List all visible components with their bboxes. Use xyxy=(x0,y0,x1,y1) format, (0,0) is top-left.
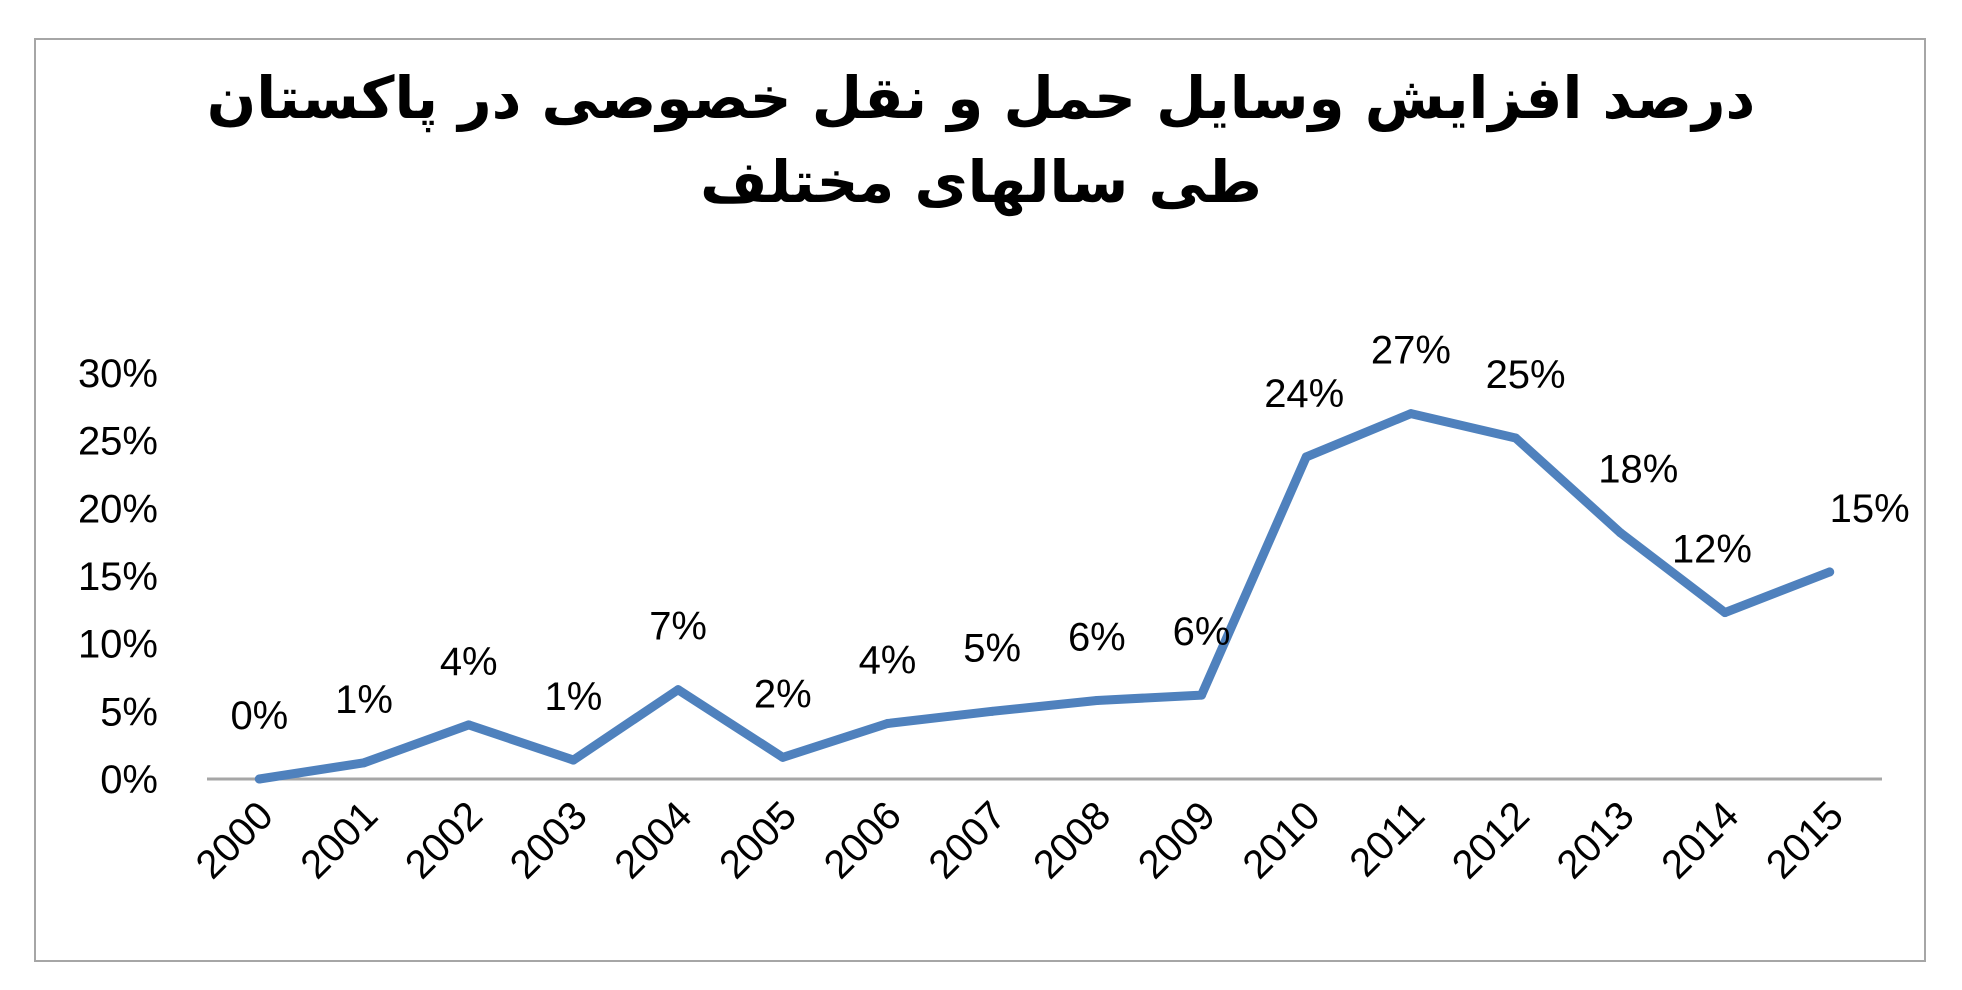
data-label: 2% xyxy=(754,672,812,716)
y-tick-label: 5% xyxy=(100,690,158,734)
data-label: 1% xyxy=(545,675,603,719)
x-tick-label: 2000 xyxy=(188,793,282,887)
data-label: 7% xyxy=(649,605,707,649)
data-label: 4% xyxy=(440,640,498,684)
x-tick-label: 2011 xyxy=(1341,793,1433,885)
chart-frame xyxy=(34,38,1926,962)
data-label: 6% xyxy=(1068,616,1126,660)
data-label: 18% xyxy=(1598,448,1678,492)
y-tick-label: 10% xyxy=(78,623,158,667)
y-tick-label: 15% xyxy=(78,555,158,599)
data-point xyxy=(987,706,997,716)
data-point xyxy=(1511,433,1521,443)
data-point xyxy=(1092,696,1102,706)
data-label: 1% xyxy=(335,678,393,722)
data-point xyxy=(254,774,264,784)
data-point xyxy=(1615,528,1625,538)
data-point xyxy=(778,752,788,762)
data-label: 5% xyxy=(963,626,1021,670)
y-tick-label: 30% xyxy=(78,352,158,396)
data-point xyxy=(1406,409,1416,419)
data-point xyxy=(1720,608,1730,618)
data-point xyxy=(464,720,474,730)
chart-title-line-2: طی سالهای مختلف xyxy=(700,148,1262,217)
y-tick-label: 20% xyxy=(78,487,158,531)
chart-title-line-1: درصد افزایش وسایل حمل و نقل خصوصی در پاک… xyxy=(207,64,1756,133)
x-tick-label: 2004 xyxy=(606,793,700,887)
x-tick-label: 2014 xyxy=(1653,793,1747,887)
data-label: 0% xyxy=(230,694,288,738)
data-label: 4% xyxy=(859,639,917,683)
y-tick-label: 25% xyxy=(78,420,158,464)
data-point xyxy=(1825,567,1835,577)
data-label: 24% xyxy=(1264,372,1344,416)
data-label: 27% xyxy=(1371,329,1451,373)
data-label: 15% xyxy=(1830,487,1910,531)
data-point xyxy=(359,758,369,768)
x-tick-label: 2013 xyxy=(1549,793,1643,887)
x-tick-label: 2002 xyxy=(397,793,491,887)
y-tick-label: 0% xyxy=(100,758,158,802)
x-tick-label: 2012 xyxy=(1444,793,1538,887)
x-tick-label: 2006 xyxy=(816,793,910,887)
data-labels-group: 0% 1% 4% 1% 7% 2% 4% 5% 6% 6% 24% 27% 25% 18% 12% 15% xyxy=(230,329,1909,738)
x-tick-label: 2015 xyxy=(1758,793,1852,887)
x-axis: 2000 2001 2002 2003 2004 2005 2006 2007 2008 2009… xyxy=(188,777,1882,887)
x-tick-label: 2008 xyxy=(1025,793,1119,887)
x-tick-label: 2009 xyxy=(1130,793,1224,887)
data-point xyxy=(1197,690,1207,700)
data-label: 6% xyxy=(1173,610,1231,654)
data-label: 12% xyxy=(1672,528,1752,572)
x-tick-label: 2010 xyxy=(1235,793,1329,887)
x-tick-label: 2001 xyxy=(292,793,386,887)
data-point xyxy=(673,685,683,695)
data-point xyxy=(1301,452,1311,462)
data-point xyxy=(882,719,892,729)
x-tick-label: 2005 xyxy=(711,793,805,887)
data-label: 25% xyxy=(1486,353,1566,397)
x-tick-label: 2007 xyxy=(920,793,1014,887)
series-line xyxy=(254,409,1835,784)
x-tick-label: 2003 xyxy=(502,793,596,887)
series-line-group xyxy=(254,409,1835,784)
y-axis-tick-labels: 0% 5% 10% 15% 20% 25% 30% xyxy=(78,352,158,802)
data-point xyxy=(568,755,578,765)
